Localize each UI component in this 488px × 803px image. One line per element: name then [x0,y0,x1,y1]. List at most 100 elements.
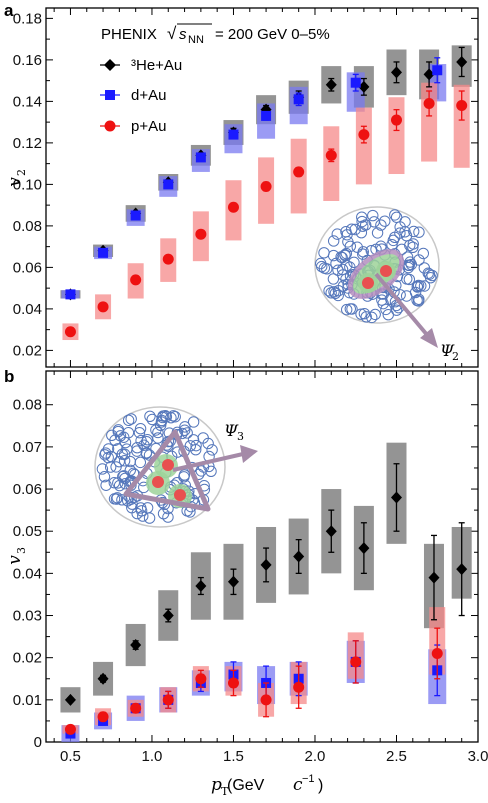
data-point-dau [261,110,272,121]
y-tick-label: 0.16 [13,52,42,69]
data-point-dau [432,65,443,76]
x-axis-title-p: p [211,775,222,795]
panel-a-axes: 0.02 0.04 0.06 0.08 0.10 0.12 0.14 0.16 0.18 [13,7,479,368]
data-point-pau [64,326,76,338]
sys-box-circle [323,126,340,201]
nucleon-circle [131,507,143,520]
nucleon-circle [399,216,411,228]
plot-frame [45,370,479,743]
psi3-arrow-head [240,445,258,463]
nucleon-circle [327,273,340,285]
nucleon-circle [119,472,131,485]
data-point-he3au [456,563,468,576]
nucleon-circle [122,414,135,427]
nucleon-circle [369,308,381,321]
data-point-pau [325,149,337,161]
data-point-he3au [358,542,370,555]
nucleon-circle [316,260,328,273]
data-point-he3au [456,55,468,68]
nucleon-circle [346,303,358,315]
nucleus-outline-b [94,406,226,528]
data-point-pau [350,656,362,668]
data-point-dau [65,289,76,300]
psi3-arrow-line [172,452,244,472]
nucleon-circle [113,479,126,492]
data-point-pau [97,301,109,313]
nucleon-circle [119,478,132,490]
nucleon-circle [394,227,406,239]
nucleon-circle [150,424,162,436]
y-tick-label: 0.01 [13,692,42,709]
triangular-geometry-illustration: Ψ 3 [94,406,258,528]
data-point-he3au [260,558,272,571]
nucleon-circle [325,287,337,299]
nucleon-circle [400,229,413,242]
nucleon-circle [135,502,147,514]
y-tick-label: 0.14 [13,93,42,110]
nucleon-circle [112,425,124,438]
nucleon-circle [102,451,114,464]
data-point-pau [260,180,272,192]
nucleon-b1 [162,459,174,471]
data-point-he3au [423,68,435,81]
nucleon-circle [357,246,369,258]
y-axis-title-b-sub: 3 [15,547,28,554]
data-point-dau [228,129,239,140]
nucleon-circle [159,410,171,422]
data-point-pau [227,677,239,689]
nucleon-circle [382,308,394,321]
data-point-dau [195,152,206,163]
nucleon-circle [190,439,202,452]
nucleon-circle [146,413,158,426]
nucleon-circle [339,249,351,262]
nucleon-circle [152,426,164,439]
psi2-arrow-line [374,272,430,338]
data-point-he3au [227,575,239,588]
nucleon-circle [106,429,118,442]
panel-b-axes: 0 0.01 0.02 0.03 0.04 0.05 0.06 0.07 0.08 0.5 1.0 1… [13,370,488,765]
nucleon-circle [327,249,340,262]
data-point-pau [195,673,207,685]
nucleon-circle [404,256,416,268]
nucleon-circle [134,456,147,469]
y-tick-label: 0.05 [13,523,42,540]
nucleon-circle [360,311,372,323]
nucleon-circle [143,512,156,524]
x-axis-title-sub: T [221,785,229,798]
legend: ³He+Au d+Au p+Au [100,57,182,135]
nucleon-circle [98,471,111,483]
data-point-pau [293,681,305,693]
nucleon-circle [190,443,202,456]
nucleon-circle [380,303,392,316]
psi3-label: Ψ [224,421,239,440]
data-point-pau [260,694,272,706]
nucleon-circle [111,492,123,504]
nucleon-circle [125,413,137,425]
panel-a-plot [60,45,472,341]
nucleon-circle [418,280,431,292]
nucleon-b3 [174,489,186,501]
data-point-he3au [97,672,109,685]
y-tick-label: 0.10 [13,176,42,193]
legend-dau-label: d+Au [131,87,166,104]
data-point-pau [97,711,109,723]
data-point-he3au [64,693,76,706]
nucleon-circle [144,410,156,423]
x-axis-title-c: c [293,775,303,795]
data-point-dau [98,247,109,258]
nucleon-circle [368,216,380,228]
data-point-pau [195,228,207,240]
nucleon-circle [341,303,353,316]
nucleon-circle [318,247,330,259]
nucleon-circle [179,421,191,433]
y-axis-title-a-main: v [5,177,25,187]
data-point-pau [423,97,435,109]
collision-annotation: PHENIX √ s NN = 200 GeV 0–5% [101,23,330,46]
nucleon-circle [118,455,131,467]
nucleon-circle [110,461,122,473]
y-axis-title-a-sub: 2 [15,169,28,176]
nucleon-circle [206,444,218,456]
elliptic-geometry-illustration: Ψ 2 [314,206,459,363]
nucleon-circle [100,479,112,491]
